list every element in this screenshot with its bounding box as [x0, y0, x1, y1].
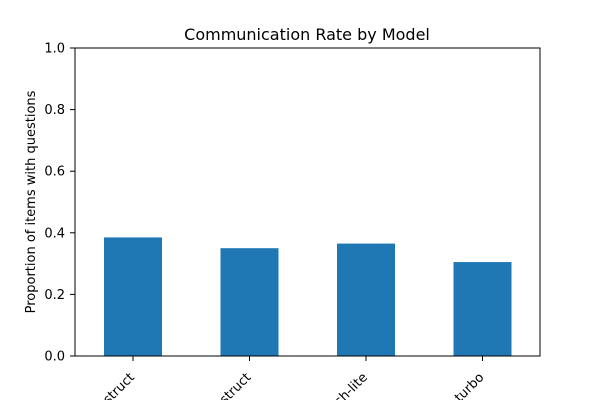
y-tick-label: 0.6 — [44, 165, 65, 180]
plot-area-frame — [74, 47, 541, 357]
y-axis-label: Proportion of items with questions — [24, 90, 39, 313]
bar-0 — [104, 237, 162, 356]
x-axis-ticks: struct struct sh-lite -turbo — [101, 356, 488, 404]
y-tick-label: 1.0 — [44, 42, 65, 57]
x-tick-label: struct — [217, 370, 254, 400]
x-tick-label: struct — [101, 370, 138, 400]
y-tick-label: 0.0 — [44, 350, 65, 365]
y-axis-ticks: 0.0 0.2 0.4 0.6 0.8 1.0 — [44, 42, 75, 365]
y-tick-label: 0.8 — [44, 103, 65, 118]
bar-2 — [337, 243, 395, 356]
bars-layer — [104, 237, 512, 356]
x-tick-label: sh-lite — [332, 370, 371, 400]
x-tick-label: -turbo — [449, 370, 488, 400]
chart-title: Communication Rate by Model — [184, 25, 430, 44]
y-tick-label: 0.2 — [44, 288, 65, 303]
bar-3 — [453, 262, 512, 356]
y-tick-label: 0.4 — [44, 226, 65, 241]
bar-1 — [220, 248, 279, 356]
